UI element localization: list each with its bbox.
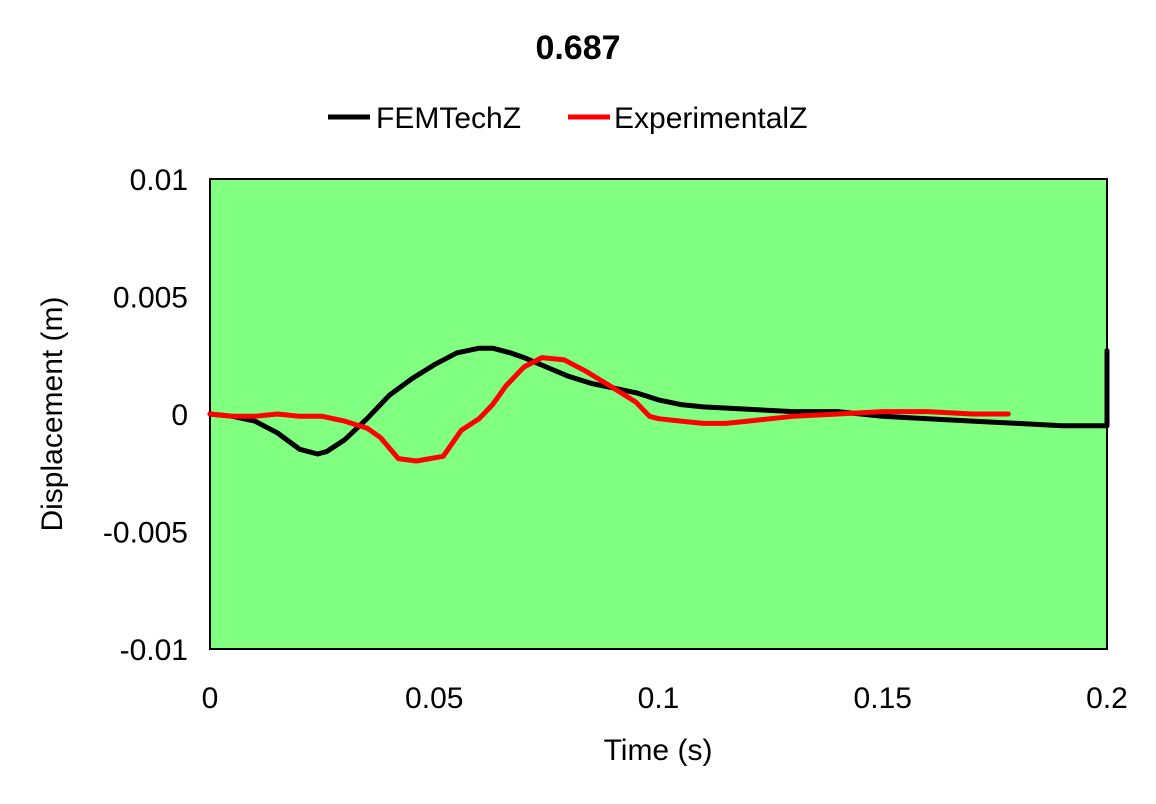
y-axis-label: Displacement (m) bbox=[36, 296, 69, 531]
series-line-femtechz bbox=[207, 345, 1110, 457]
x-tick-label: 0.1 bbox=[638, 682, 680, 715]
x-axis-label: Time (s) bbox=[604, 734, 713, 767]
x-tick-label: 0 bbox=[202, 682, 219, 715]
series-line-experimentalz bbox=[207, 355, 1011, 464]
y-tick-label: -0.01 bbox=[120, 634, 188, 667]
x-axis-ticks: 0 0.05 0.1 0.15 0.2 bbox=[202, 682, 1128, 715]
legend: FEMTechZ ExperimentalZ bbox=[328, 102, 807, 135]
y-tick-label: 0.005 bbox=[113, 282, 188, 315]
y-axis-ticks: 0.01 0.005 0 -0.005 -0.01 bbox=[103, 164, 188, 667]
legend-label: FEMTechZ bbox=[376, 102, 521, 135]
y-tick-label: 0.01 bbox=[130, 164, 188, 197]
x-tick-label: 0.15 bbox=[854, 682, 912, 715]
series-layer bbox=[207, 345, 1110, 464]
x-tick-label: 0.2 bbox=[1086, 682, 1128, 715]
legend-item-experimentalz: ExperimentalZ bbox=[568, 102, 807, 135]
legend-item-femtechz: FEMTechZ bbox=[328, 102, 521, 135]
y-tick-label: 0 bbox=[171, 399, 188, 432]
legend-label: ExperimentalZ bbox=[614, 102, 807, 135]
chart-title: 0.687 bbox=[535, 29, 620, 67]
x-tick-label: 0.05 bbox=[405, 682, 463, 715]
y-tick-label: -0.005 bbox=[103, 517, 188, 550]
